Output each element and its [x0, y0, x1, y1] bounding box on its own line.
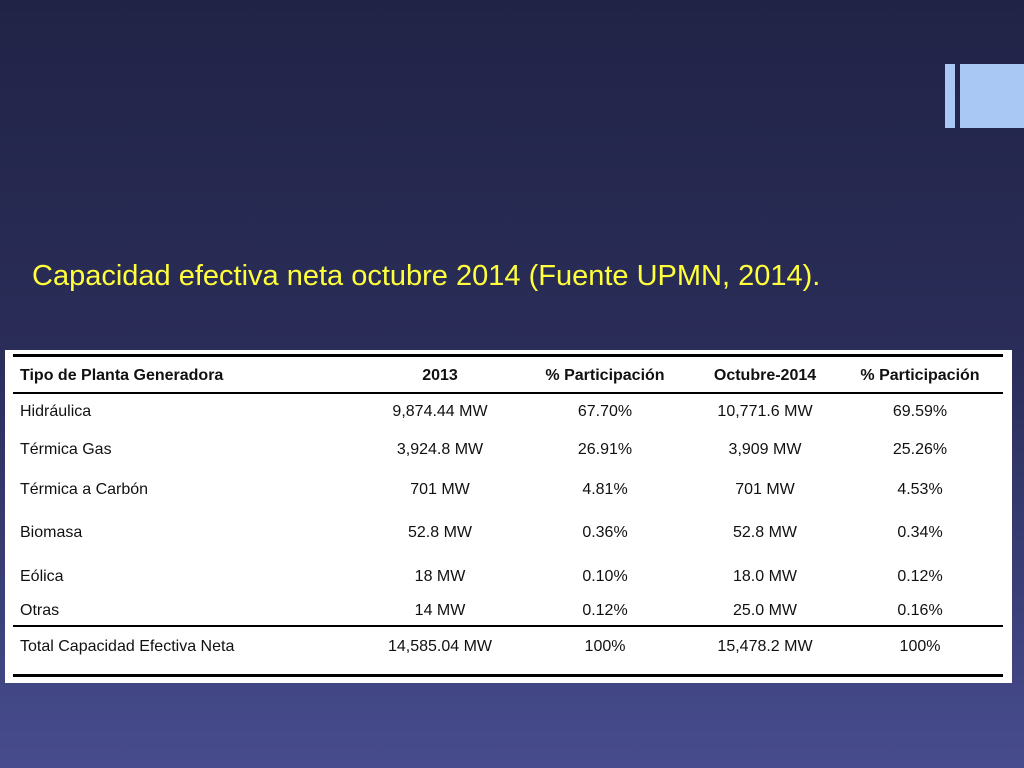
- cell: 3,924.8 MW: [396, 441, 484, 458]
- rule: [13, 392, 1003, 394]
- cell: 4.53%: [897, 481, 943, 498]
- cell: 0.34%: [897, 524, 943, 541]
- header-cell: 2013: [422, 367, 458, 384]
- cell: 0.10%: [582, 568, 628, 585]
- header-cell: % Participación: [545, 367, 665, 384]
- cell: 100%: [899, 638, 941, 655]
- cell: Térmica Gas: [20, 441, 112, 458]
- cell: 10,771.6 MW: [717, 403, 813, 420]
- cell: Térmica a Carbón: [20, 481, 149, 498]
- cell: 4.81%: [582, 481, 628, 498]
- cell: 26.91%: [577, 441, 633, 458]
- cell: 701 MW: [735, 481, 795, 498]
- decor-bar: [945, 64, 955, 128]
- cell: 9,874.44 MW: [392, 403, 488, 420]
- cell: 18.0 MW: [732, 568, 798, 585]
- cell: 0.12%: [897, 568, 943, 585]
- cell: 3,909 MW: [728, 441, 802, 458]
- header-cell: % Participación: [860, 367, 980, 384]
- cell: 15,478.2 MW: [717, 638, 813, 655]
- cell: 0.36%: [582, 524, 628, 541]
- cell: Eólica: [20, 568, 64, 585]
- cell: 25.26%: [892, 441, 948, 458]
- cell: Hidráulica: [20, 403, 92, 420]
- cell: 52.8 MW: [732, 524, 798, 541]
- rule: [13, 625, 1003, 627]
- cell: 14,585.04 MW: [387, 638, 493, 655]
- cell: Otras: [20, 602, 60, 619]
- cell: 0.16%: [897, 602, 943, 619]
- header-cell: Tipo de Planta Generadora: [20, 367, 224, 384]
- cell: 52.8 MW: [407, 524, 473, 541]
- rule: [13, 354, 1003, 357]
- cell: 701 MW: [410, 481, 470, 498]
- decor-block: [960, 64, 1024, 128]
- header-cell: Octubre-2014: [713, 367, 817, 384]
- slide-title: Capacidad efectiva neta octubre 2014 (Fu…: [32, 260, 821, 292]
- cell: 100%: [584, 638, 626, 655]
- cell: Total Capacidad Efectiva Neta: [20, 638, 235, 655]
- cell: Biomasa: [20, 524, 83, 541]
- cell: 0.12%: [582, 602, 628, 619]
- cell: 18 MW: [414, 568, 466, 585]
- cell: 67.70%: [577, 403, 633, 420]
- rule: [13, 674, 1003, 677]
- table: Tipo de Planta Generadora 2013 % Participa…: [5, 350, 1012, 683]
- cell: 14 MW: [414, 602, 466, 619]
- cell: 69.59%: [892, 403, 948, 420]
- cell: 25.0 MW: [732, 602, 798, 619]
